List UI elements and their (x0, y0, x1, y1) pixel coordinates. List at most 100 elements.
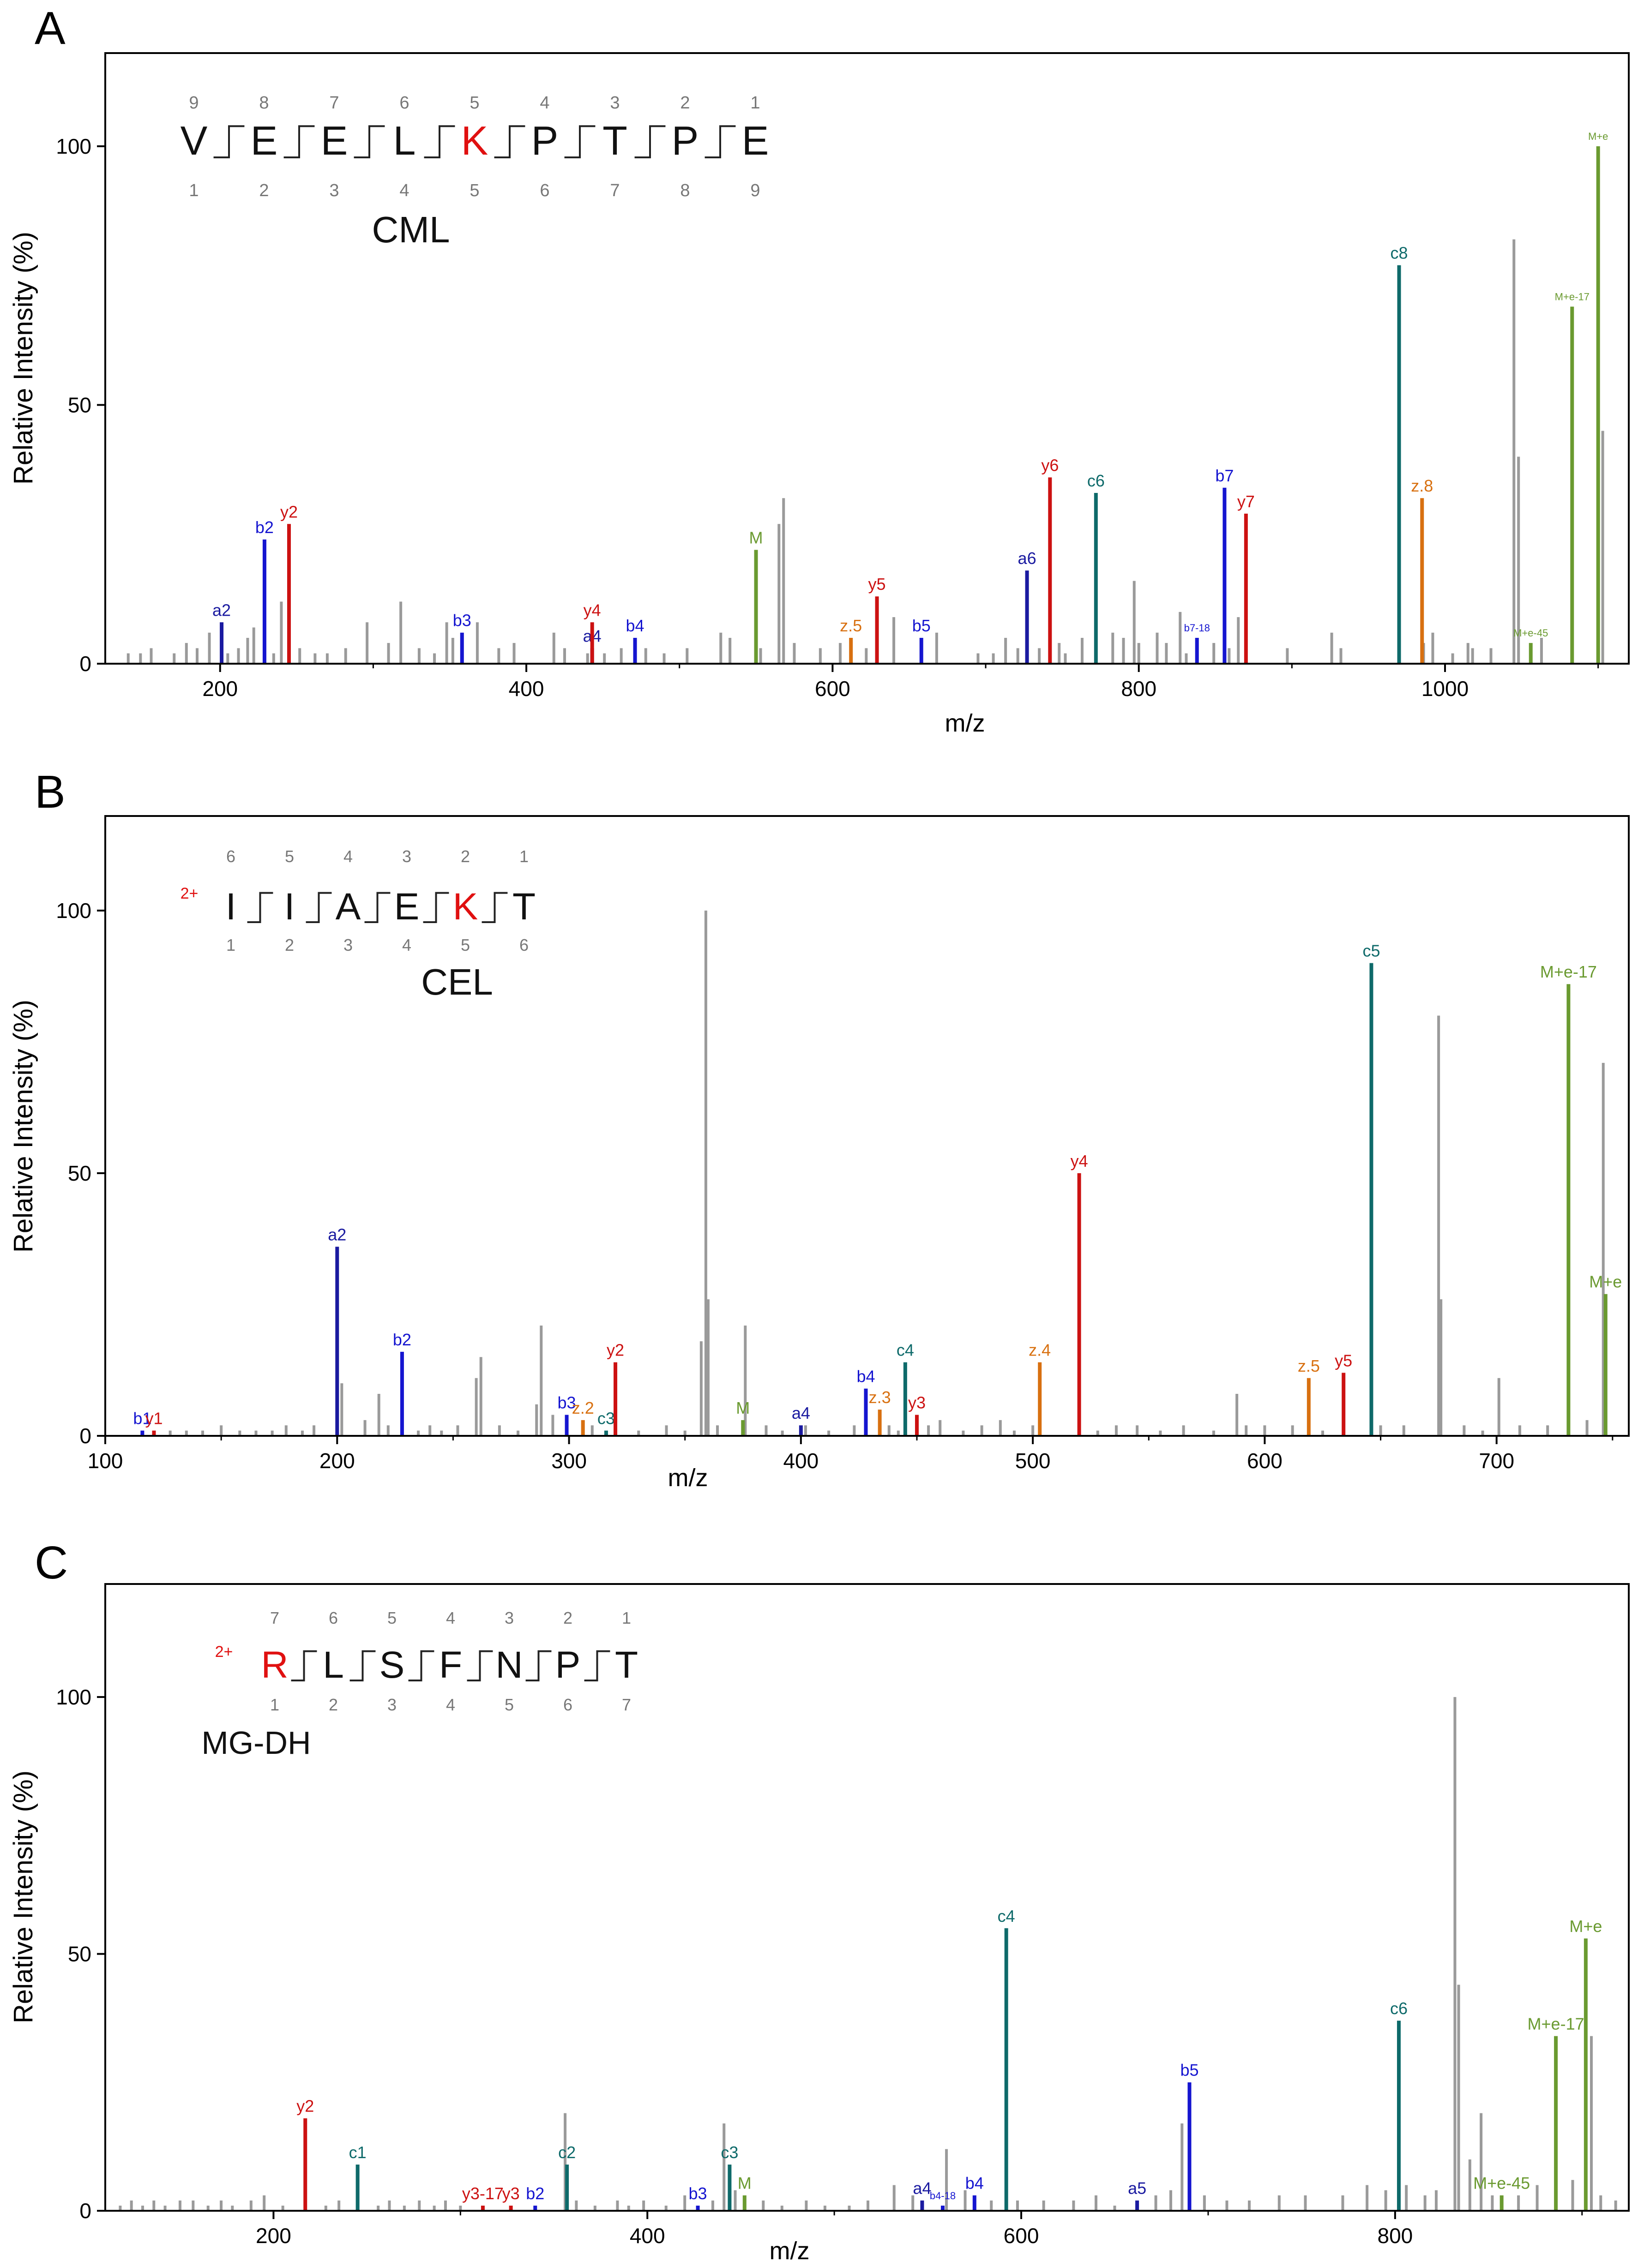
peptide-top-number: 1 (519, 847, 529, 866)
peak-label-y2: y2 (280, 502, 298, 521)
peptide-top-number: 3 (402, 847, 411, 866)
peak-label-y3: y3 (908, 1393, 926, 1412)
panel-label: B (35, 766, 66, 818)
peak-label-a2: a2 (212, 600, 231, 619)
x-tick-label: 600 (815, 677, 850, 701)
peptide-residue: I (284, 886, 295, 928)
cleavage-bracket (494, 125, 525, 158)
peptide-top-number: 9 (189, 93, 199, 113)
peptide-top-number: 6 (329, 1608, 338, 1627)
peptide-bottom-number: 6 (540, 181, 549, 200)
peptide-bottom-number: 1 (270, 1695, 279, 1714)
peak-label-c4: c4 (998, 1907, 1015, 1926)
peak-label-y7: y7 (1237, 492, 1255, 511)
peptide-bottom-number: 3 (329, 181, 339, 200)
peak-label-M+e: M+e (1589, 1272, 1622, 1291)
peak-label-M+e-17: M+e-17 (1528, 2015, 1584, 2034)
peptide-residue: A (336, 886, 361, 928)
peak-label-y4: y4 (1071, 1152, 1088, 1170)
peak-label-M: M (749, 528, 763, 547)
peak-label-b1: b1 (133, 1409, 151, 1428)
cleavage-bracket (525, 1650, 552, 1681)
peak-label-b7-18: b7-18 (1184, 622, 1210, 634)
peak-label-y4: y4 (584, 600, 601, 619)
peptide-top-number: 1 (622, 1608, 631, 1627)
peptide-bottom-number: 3 (387, 1695, 397, 1714)
peptide-map: I 6 1 I 5 2 A 4 3 E 3 4 K 2 5 T 1 6 2+ CEL (181, 847, 536, 1002)
peak-label-c2: c2 (558, 2143, 576, 2162)
y-axis-label: Relative Intensity (%) (8, 232, 38, 485)
peptide-bottom-number: 8 (680, 181, 690, 200)
peak-label-y3-17: y3-17 (462, 2184, 504, 2203)
peak-label-b4: b4 (626, 616, 644, 635)
peak-label-M: M (736, 1398, 750, 1417)
x-tick-label: 200 (256, 2224, 291, 2248)
peak-label-b7: b7 (1215, 466, 1234, 485)
peptide-top-number: 4 (540, 93, 549, 113)
cleavage-bracket (482, 892, 508, 923)
x-tick-label: 200 (319, 1449, 355, 1473)
peptide-bottom-number: 7 (622, 1695, 631, 1714)
peak-label-b4: b4 (856, 1367, 875, 1386)
x-tick-label: 600 (1004, 2224, 1039, 2248)
cleavage-bracket (634, 125, 666, 158)
y-tick-label: 100 (56, 1685, 91, 1709)
peak-label-z.3: z.3 (869, 1388, 891, 1407)
peptide-top-number: 8 (259, 93, 269, 113)
cleavage-bracket (349, 1650, 376, 1681)
plot-frame (104, 52, 1630, 665)
peak-label-c6: c6 (1390, 1999, 1408, 2018)
panel-label: A (35, 2, 66, 54)
peptide-residue: S (379, 1644, 405, 1686)
peak-label-a5: a5 (1128, 2179, 1146, 2198)
peak-label-M+e-45: M+e-45 (1513, 627, 1548, 639)
peptide-bottom-number: 2 (259, 181, 269, 200)
peak-label-b5: b5 (912, 616, 931, 635)
peak-label-z.5: z.5 (840, 616, 862, 635)
y-tick-label: 50 (68, 1942, 91, 1966)
x-tick-label: 400 (509, 677, 544, 701)
peak-label-y5: y5 (868, 575, 886, 594)
x-tick-label: 300 (551, 1449, 587, 1473)
peptide-top-number: 3 (610, 93, 620, 113)
x-tick-label: 1000 (1421, 677, 1469, 701)
plot-frame (104, 1583, 1630, 2212)
peptide-top-number: 6 (226, 847, 235, 866)
peak-label-b2: b2 (255, 518, 274, 537)
x-tick-label: 500 (1015, 1449, 1051, 1473)
cleavage-bracket (247, 892, 273, 923)
peak-label-c8: c8 (1390, 244, 1408, 263)
peptide-bottom-number: 1 (189, 181, 199, 200)
y-tick-label: 0 (79, 652, 91, 676)
y-axis-label: Relative Intensity (%) (8, 1000, 38, 1253)
peptide-residue: T (615, 1644, 638, 1686)
cleavage-bracket (283, 125, 315, 158)
y-tick-label: 100 (56, 899, 91, 923)
peptide-residue: N (495, 1644, 523, 1686)
cleavage-bracket (424, 125, 455, 158)
peptide-map: V 9 1 E 8 2 E 7 3 L 6 4 K 5 5 P 4 6 T 3 7 P 2 8 E 1 9 CML (181, 93, 769, 250)
peptide-bottom-number: 2 (329, 1695, 338, 1714)
peptide-bottom-number: 4 (399, 181, 409, 200)
peptide-top-number: 4 (343, 847, 353, 866)
peak-label-a2: a2 (328, 1225, 346, 1244)
peak-label-a6: a6 (1018, 549, 1036, 568)
peak-label-b4: b4 (965, 2174, 984, 2193)
peak-label-b5: b5 (1180, 2061, 1198, 2080)
peptide-bottom-number: 7 (610, 181, 620, 200)
peptide-residue: E (394, 886, 420, 928)
peptide-top-number: 7 (329, 93, 339, 113)
x-tick-label: 400 (783, 1449, 819, 1473)
peptide-residue: P (531, 118, 559, 163)
peak-label-y2: y2 (296, 2097, 314, 2116)
peptide-residue: E (251, 118, 278, 163)
cleavage-bracket (408, 1650, 434, 1681)
peak-label-M+e: M+e (1569, 1917, 1602, 1936)
peptide-bottom-number: 5 (461, 936, 470, 954)
x-tick-label: 600 (1247, 1449, 1283, 1473)
peptide-residue: P (672, 118, 699, 163)
x-tick-label: 400 (630, 2224, 665, 2248)
peptide-top-number: 5 (387, 1608, 397, 1627)
cleavage-bracket (564, 125, 596, 158)
